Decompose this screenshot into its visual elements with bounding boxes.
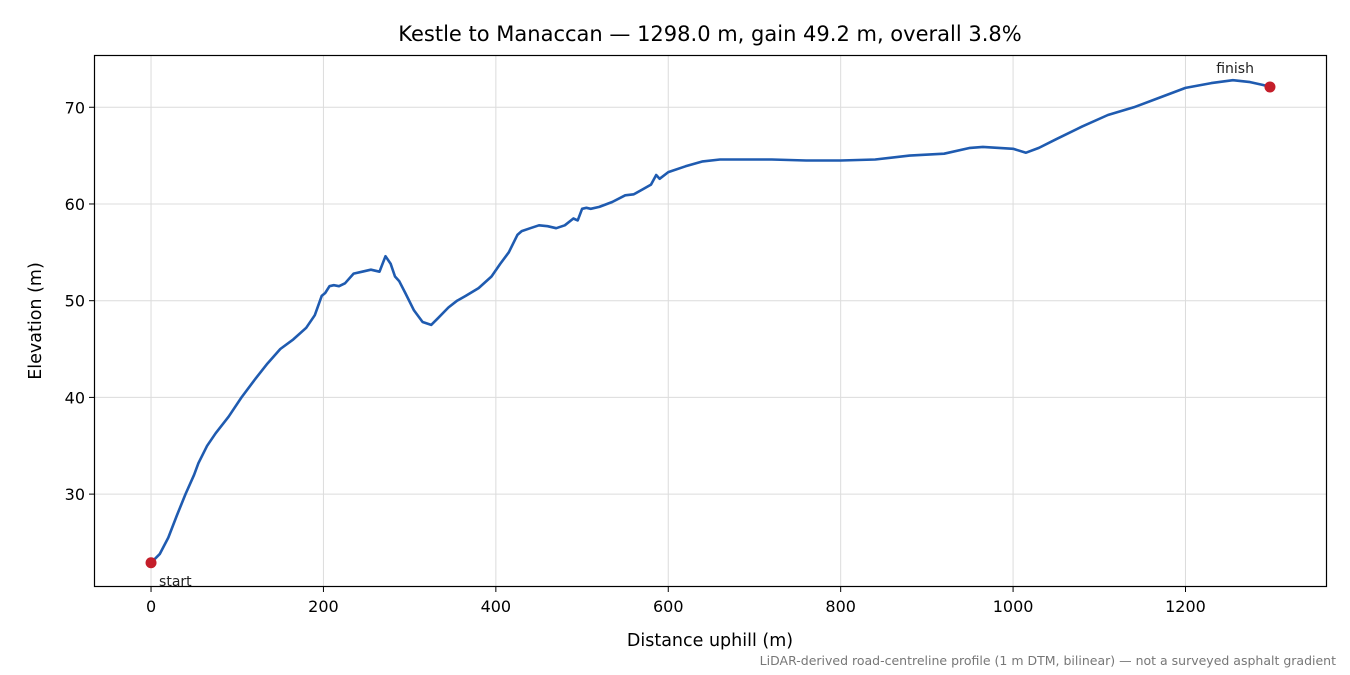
x-tick-label: 1200 [1165, 597, 1206, 616]
x-tick-label: 0 [146, 597, 156, 616]
footnote: LiDAR-derived road-centreline profile (1… [760, 653, 1336, 668]
y-tick-label: 50 [65, 292, 85, 311]
finish-marker [1264, 81, 1276, 93]
x-axis-label: Distance uphill (m) [627, 631, 793, 651]
y-tick-label: 60 [65, 195, 85, 214]
x-tick-label: 800 [825, 597, 856, 616]
grid [95, 56, 1326, 586]
y-tick-label: 40 [65, 388, 85, 407]
x-tick-label: 400 [481, 597, 512, 616]
start-annotation: start [159, 574, 192, 590]
ticks: 0 200 400 600 800 1000 1200 30 40 50 60 70 [65, 98, 1206, 616]
plot-frame [93, 54, 1328, 588]
start-marker [145, 557, 157, 569]
elevation-line [149, 78, 1272, 565]
x-tick-label: 1000 [993, 597, 1034, 616]
y-tick-label: 70 [65, 98, 85, 117]
finish-annotation: finish [1216, 61, 1254, 77]
x-tick-label: 600 [653, 597, 684, 616]
y-tick-label: 30 [65, 485, 85, 504]
chart-title: Kestle to Manaccan — 1298.0 m, gain 49.2… [398, 22, 1021, 46]
x-tick-label: 200 [308, 597, 339, 616]
y-axis-label: Elevation (m) [26, 262, 46, 380]
